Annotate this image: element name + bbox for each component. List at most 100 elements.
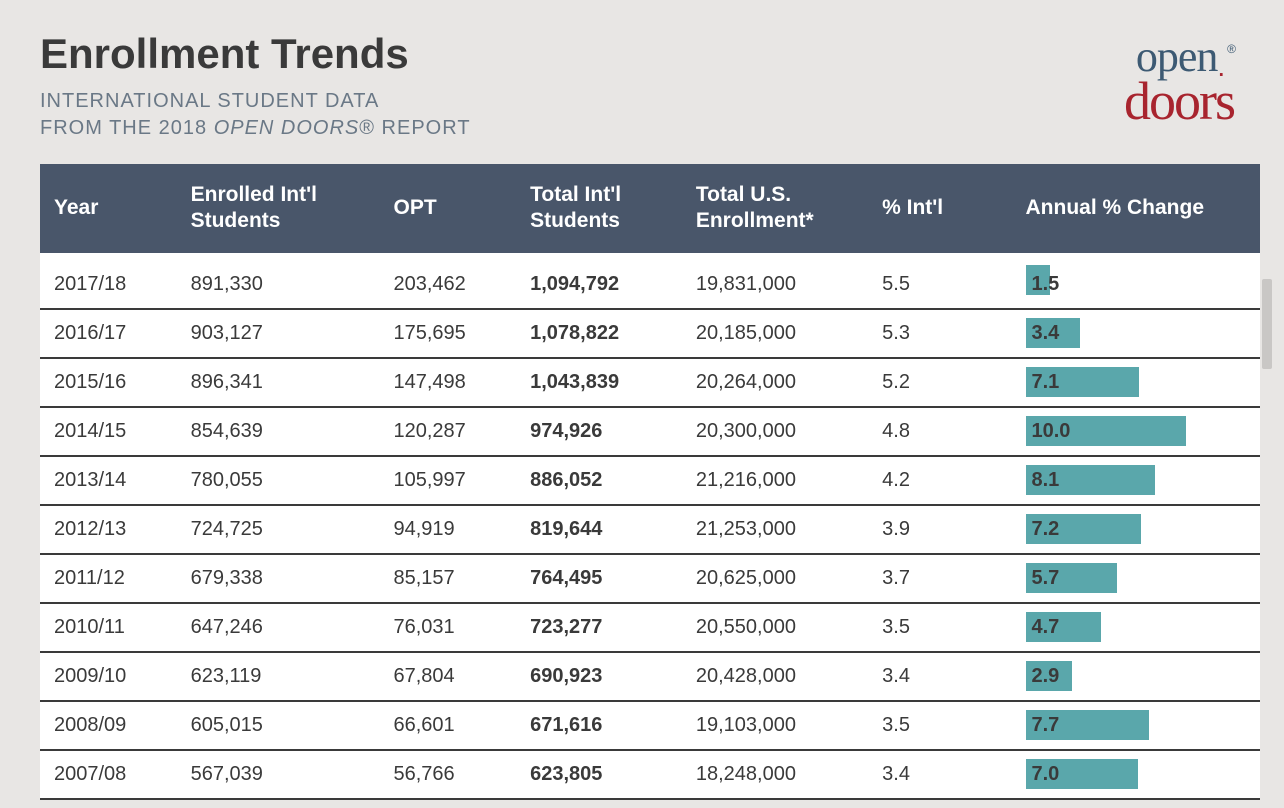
col-opt-header[interactable]: OPT	[380, 164, 517, 253]
cell-change: 7.7	[1012, 701, 1261, 750]
change-value: 8.1	[1032, 469, 1060, 491]
cell-opt: 175,695	[380, 309, 517, 358]
title-block: Enrollment Trends INTERNATIONAL STUDENT …	[40, 30, 471, 142]
cell-total: 974,926	[516, 407, 682, 456]
cell-us: 18,248,000	[682, 750, 868, 799]
cell-us: 20,550,000	[682, 603, 868, 652]
table-row: 2011/12679,33885,157764,49520,625,0003.7…	[40, 554, 1260, 603]
cell-total: 1,043,839	[516, 358, 682, 407]
table-row: 2016/17903,127175,6951,078,82220,185,000…	[40, 309, 1260, 358]
subtitle-line2-post: ® REPORT	[359, 117, 470, 139]
cell-enrolled: 647,246	[177, 603, 380, 652]
cell-us: 20,264,000	[682, 358, 868, 407]
subtitle: INTERNATIONAL STUDENT DATA FROM THE 2018…	[40, 88, 471, 142]
cell-enrolled: 903,127	[177, 309, 380, 358]
cell-pct: 5.2	[868, 358, 1011, 407]
table-row: 2007/08567,03956,766623,80518,248,0003.4…	[40, 750, 1260, 799]
cell-pct: 5.5	[868, 253, 1011, 309]
change-value: 10.0	[1032, 420, 1071, 442]
cell-year: 2010/11	[40, 603, 177, 652]
table-body: 2017/18891,330203,4621,094,79219,831,000…	[40, 253, 1260, 799]
table-container: Year Enrolled Int'l Students OPT Total I…	[40, 164, 1264, 800]
cell-year: 2009/10	[40, 652, 177, 701]
cell-enrolled: 623,119	[177, 652, 380, 701]
cell-total: 1,078,822	[516, 309, 682, 358]
col-total-header[interactable]: Total Int'l Students	[516, 164, 682, 253]
change-value: 7.7	[1032, 714, 1060, 736]
cell-us: 20,428,000	[682, 652, 868, 701]
cell-total: 723,277	[516, 603, 682, 652]
cell-total: 819,644	[516, 505, 682, 554]
cell-us: 20,300,000	[682, 407, 868, 456]
cell-total: 886,052	[516, 456, 682, 505]
cell-us: 21,216,000	[682, 456, 868, 505]
cell-year: 2014/15	[40, 407, 177, 456]
cell-opt: 85,157	[380, 554, 517, 603]
cell-enrolled: 567,039	[177, 750, 380, 799]
cell-opt: 67,804	[380, 652, 517, 701]
cell-us: 20,625,000	[682, 554, 868, 603]
cell-change: 1.5	[1012, 253, 1261, 309]
cell-total: 1,094,792	[516, 253, 682, 309]
cell-total: 690,923	[516, 652, 682, 701]
cell-change: 2.9	[1012, 652, 1261, 701]
cell-opt: 56,766	[380, 750, 517, 799]
table-row: 2010/11647,24676,031723,27720,550,0003.5…	[40, 603, 1260, 652]
open-doors-logo: open.® doors	[1124, 30, 1264, 125]
cell-change: 10.0	[1012, 407, 1261, 456]
scrollbar-thumb[interactable]	[1262, 279, 1272, 369]
cell-us: 21,253,000	[682, 505, 868, 554]
cell-change: 8.1	[1012, 456, 1261, 505]
cell-year: 2007/08	[40, 750, 177, 799]
cell-enrolled: 854,639	[177, 407, 380, 456]
cell-opt: 120,287	[380, 407, 517, 456]
cell-year: 2011/12	[40, 554, 177, 603]
table-row: 2014/15854,639120,287974,92620,300,0004.…	[40, 407, 1260, 456]
header: Enrollment Trends INTERNATIONAL STUDENT …	[40, 30, 1264, 142]
cell-total: 623,805	[516, 750, 682, 799]
cell-opt: 76,031	[380, 603, 517, 652]
cell-total: 671,616	[516, 701, 682, 750]
subtitle-line1: INTERNATIONAL STUDENT DATA	[40, 90, 379, 112]
col-year-header[interactable]: Year	[40, 164, 177, 253]
change-value: 7.1	[1032, 371, 1060, 393]
change-value: 2.9	[1032, 665, 1060, 687]
cell-year: 2012/13	[40, 505, 177, 554]
table-row: 2013/14780,055105,997886,05221,216,0004.…	[40, 456, 1260, 505]
col-enrolled-header[interactable]: Enrolled Int'l Students	[177, 164, 380, 253]
cell-year: 2017/18	[40, 253, 177, 309]
cell-opt: 105,997	[380, 456, 517, 505]
cell-change: 5.7	[1012, 554, 1261, 603]
change-value: 7.2	[1032, 518, 1060, 540]
cell-pct: 3.4	[868, 750, 1011, 799]
cell-pct: 3.9	[868, 505, 1011, 554]
cell-year: 2008/09	[40, 701, 177, 750]
cell-enrolled: 891,330	[177, 253, 380, 309]
col-us-header[interactable]: Total U.S. Enrollment*	[682, 164, 868, 253]
table-row: 2015/16896,341147,4981,043,83920,264,000…	[40, 358, 1260, 407]
cell-enrolled: 605,015	[177, 701, 380, 750]
table-header: Year Enrolled Int'l Students OPT Total I…	[40, 164, 1260, 253]
change-value: 1.5	[1032, 273, 1060, 295]
cell-change: 7.1	[1012, 358, 1261, 407]
cell-pct: 4.8	[868, 407, 1011, 456]
cell-us: 19,103,000	[682, 701, 868, 750]
cell-us: 19,831,000	[682, 253, 868, 309]
col-pct-header[interactable]: % Int'l	[868, 164, 1011, 253]
cell-enrolled: 724,725	[177, 505, 380, 554]
col-change-header[interactable]: Annual % Change	[1012, 164, 1261, 253]
cell-year: 2015/16	[40, 358, 177, 407]
cell-pct: 3.5	[868, 701, 1011, 750]
subtitle-line2-em: OPEN DOORS	[214, 117, 360, 139]
change-value: 3.4	[1032, 322, 1060, 344]
cell-pct: 3.4	[868, 652, 1011, 701]
table-row: 2017/18891,330203,4621,094,79219,831,000…	[40, 253, 1260, 309]
cell-year: 2016/17	[40, 309, 177, 358]
logo-top: open	[1136, 32, 1218, 81]
cell-pct: 4.2	[868, 456, 1011, 505]
subtitle-line2-pre: FROM THE 2018	[40, 117, 214, 139]
change-value: 7.0	[1032, 763, 1060, 785]
page-title: Enrollment Trends	[40, 30, 471, 78]
table-row: 2012/13724,72594,919819,64421,253,0003.9…	[40, 505, 1260, 554]
cell-pct: 3.5	[868, 603, 1011, 652]
